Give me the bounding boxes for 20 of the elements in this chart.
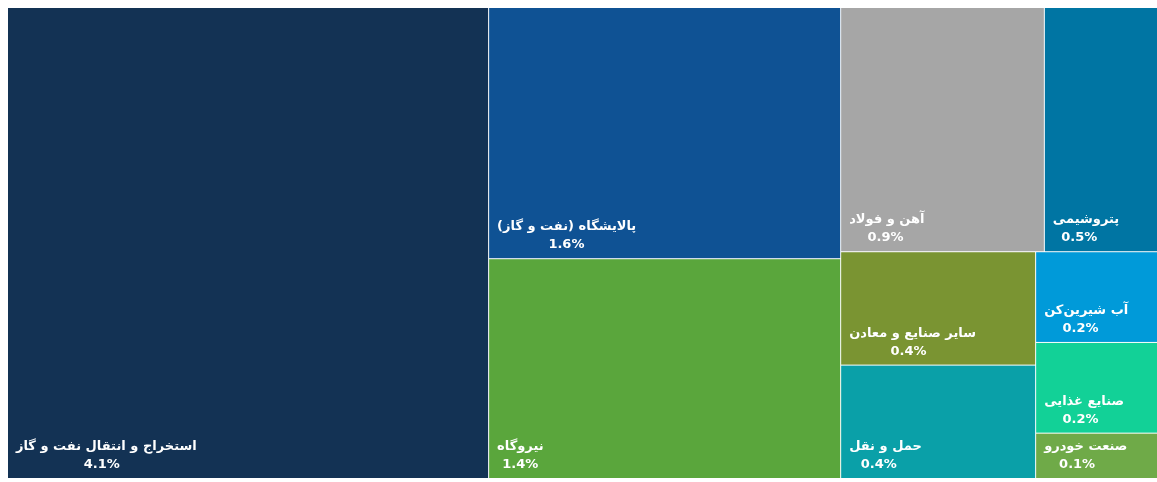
data-label: 0.9% [867, 229, 904, 245]
category-label: حمل و نقل [849, 438, 922, 453]
category-label: صنایع غذایی [1044, 392, 1125, 408]
data-label: 0.5% [1061, 229, 1098, 245]
category-label: آب شیرین‌کن [1044, 300, 1129, 317]
category-label: نیروگاه [497, 438, 544, 453]
data-label: 0.2% [1062, 319, 1099, 335]
category-label: صنعت خودرو [1043, 438, 1128, 453]
data-label: 4.1% [83, 456, 120, 471]
category-label: سایر صنایع و معادن [849, 324, 977, 340]
category-label: استخراج و انتقال نفت و گاز [15, 438, 197, 454]
data-label: 1.6% [548, 236, 585, 252]
category-label: آهن و فولاد [849, 210, 926, 227]
category-label: پالایشگاه (نفت و گاز) [497, 218, 637, 234]
data-label: 0.2% [1062, 410, 1099, 426]
data-label: 0.1% [1059, 456, 1096, 471]
data-label: 0.4% [860, 456, 897, 471]
category-label: پتروشیمی [1052, 211, 1120, 227]
data-label: 0.4% [890, 342, 927, 358]
data-label: 1.4% [502, 456, 539, 471]
